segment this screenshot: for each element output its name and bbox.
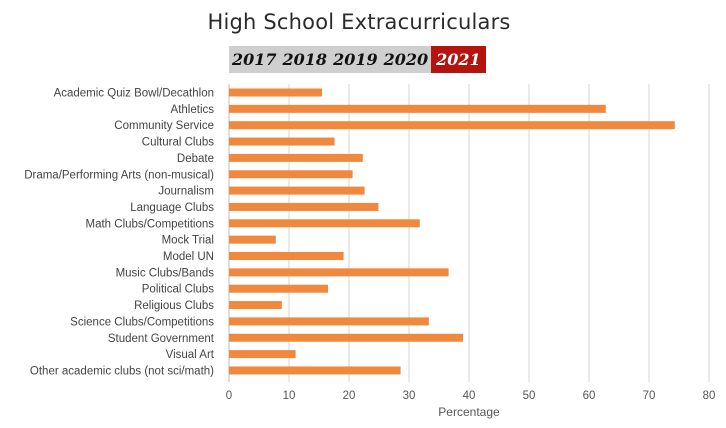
category-label: Religious Clubs bbox=[134, 300, 214, 312]
chart-title: High School Extracurriculars bbox=[207, 10, 511, 34]
bar[interactable] bbox=[229, 284, 328, 293]
category-label: Visual Art bbox=[166, 349, 215, 361]
bar[interactable] bbox=[229, 186, 365, 195]
bar[interactable] bbox=[229, 333, 463, 342]
bar[interactable] bbox=[229, 153, 363, 162]
x-tick-labels: 0 10 20 30 40 50 60 70 80 bbox=[226, 390, 716, 402]
bar[interactable] bbox=[229, 268, 449, 277]
bar[interactable] bbox=[229, 202, 379, 211]
category-label: Model UN bbox=[163, 251, 214, 263]
category-labels: Academic Quiz Bowl/Decathlon Athletics Com… bbox=[24, 88, 215, 378]
category-label: Cultural Clubs bbox=[142, 137, 214, 149]
category-label: Drama/Performing Arts (non-musical) bbox=[24, 169, 214, 181]
year-tab-2018[interactable]: 2018 bbox=[279, 46, 331, 73]
category-label: Political Clubs bbox=[142, 284, 214, 296]
x-tick-label: 0 bbox=[226, 390, 232, 402]
x-axis-title: Percentage bbox=[438, 405, 500, 419]
year-tabs: 2017 2018 2019 2020 2021 bbox=[229, 46, 486, 73]
category-label: Journalism bbox=[158, 186, 214, 198]
category-label: Academic Quiz Bowl/Decathlon bbox=[54, 88, 214, 100]
category-label: Debate bbox=[177, 153, 214, 165]
bar[interactable] bbox=[229, 252, 344, 260]
category-label: Language Clubs bbox=[130, 202, 214, 214]
bar[interactable] bbox=[229, 235, 276, 244]
bar[interactable] bbox=[229, 219, 420, 228]
x-tick-label: 40 bbox=[463, 390, 476, 402]
x-tick-label: 80 bbox=[703, 390, 716, 402]
bar[interactable] bbox=[229, 317, 429, 326]
category-label: Other academic clubs (not sci/math) bbox=[30, 365, 214, 377]
year-tab-2021[interactable]: 2021 bbox=[431, 46, 486, 73]
bar[interactable] bbox=[229, 170, 353, 179]
bar[interactable] bbox=[229, 104, 606, 113]
bar[interactable] bbox=[229, 366, 401, 375]
category-label: Mock Trial bbox=[162, 235, 214, 247]
bar[interactable] bbox=[229, 301, 282, 310]
x-tick-label: 30 bbox=[403, 390, 416, 402]
year-tab-2017[interactable]: 2017 bbox=[229, 46, 280, 73]
x-tick-label: 70 bbox=[643, 390, 656, 402]
year-tab-2019[interactable]: 2019 bbox=[330, 46, 381, 73]
x-tick-label: 60 bbox=[583, 390, 596, 402]
category-label: Community Service bbox=[114, 120, 214, 132]
bar[interactable] bbox=[229, 88, 322, 97]
x-tick-label: 20 bbox=[343, 390, 356, 402]
category-label: Music Clubs/Bands bbox=[116, 267, 215, 279]
category-label: Math Clubs/Competitions bbox=[86, 218, 215, 230]
bars bbox=[229, 88, 675, 375]
category-label: Athletics bbox=[171, 104, 215, 116]
bar[interactable] bbox=[229, 121, 675, 130]
category-label: Science Clubs/Competitions bbox=[70, 316, 214, 328]
gridlines bbox=[228, 84, 710, 382]
year-tab-2020[interactable]: 2020 bbox=[380, 46, 432, 73]
x-tick-label: 50 bbox=[523, 390, 536, 402]
bar[interactable] bbox=[229, 350, 296, 359]
category-label: Student Government bbox=[108, 333, 215, 345]
bar[interactable] bbox=[229, 137, 335, 146]
x-tick-label: 10 bbox=[283, 390, 296, 402]
